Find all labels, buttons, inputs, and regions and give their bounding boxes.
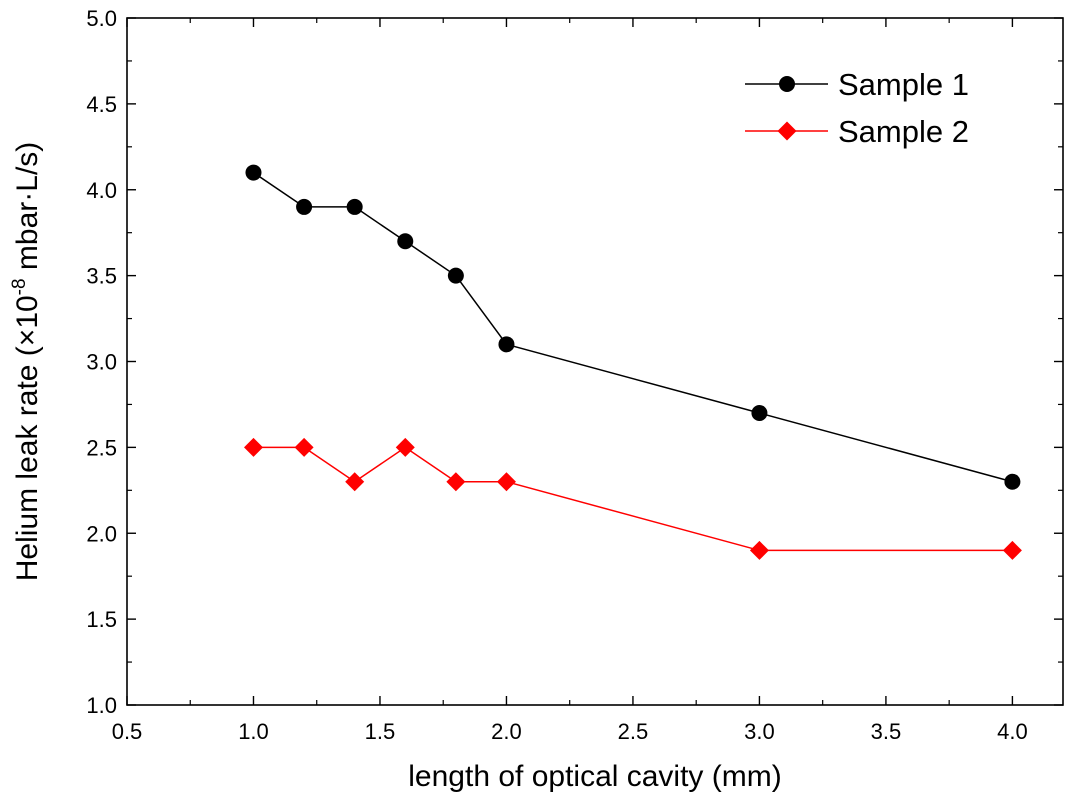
legend-marker bbox=[777, 121, 797, 141]
data-point bbox=[749, 540, 769, 560]
data-point bbox=[446, 472, 466, 492]
y-tick-label: 2.0 bbox=[86, 521, 117, 546]
x-tick-label: 1.5 bbox=[365, 719, 396, 744]
legend: Sample 1 Sample 2 bbox=[745, 67, 969, 149]
data-point bbox=[751, 405, 768, 422]
data-point bbox=[243, 437, 263, 457]
x-tick-label: 3.0 bbox=[744, 719, 775, 744]
data-point bbox=[447, 267, 464, 284]
y-axis-title: Helium leak rate (×10-8 mbar·L/s) bbox=[9, 142, 44, 582]
y-axis-title-tail: mbar·L/s) bbox=[11, 142, 44, 279]
y-tick-label: 4.0 bbox=[86, 178, 117, 203]
data-point bbox=[245, 164, 262, 181]
x-tick-label: 4.0 bbox=[997, 719, 1028, 744]
data-point bbox=[397, 233, 414, 250]
y-tick-label: 1.0 bbox=[86, 693, 117, 718]
series-line bbox=[253, 446, 1013, 552]
series-1 bbox=[245, 164, 1021, 490]
x-tick-label: 2.0 bbox=[491, 719, 522, 744]
legend-marker bbox=[779, 76, 795, 92]
x-tick-label: 1.0 bbox=[238, 719, 269, 744]
legend-item: Sample 1 bbox=[745, 67, 969, 102]
y-tick-label: 4.5 bbox=[86, 92, 117, 117]
data-point bbox=[1002, 540, 1022, 560]
data-point bbox=[395, 437, 415, 457]
data-point bbox=[345, 472, 365, 492]
y-tick-label: 3.0 bbox=[86, 350, 117, 375]
y-tick-label: 3.5 bbox=[86, 264, 117, 289]
y-axis-title-exponent: -8 bbox=[9, 278, 30, 295]
axes: 0.5 1.0 1.5 2.0 2.5 3.0 3.5 4.01.01.52.02.53.03… bbox=[86, 6, 1064, 744]
data-point bbox=[498, 336, 515, 353]
data-point bbox=[296, 198, 313, 215]
x-tick-label: 3.5 bbox=[871, 719, 902, 744]
y-tick-label: 1.5 bbox=[86, 607, 117, 632]
series-layer bbox=[243, 164, 1022, 560]
data-point bbox=[346, 198, 363, 215]
axis-titles: length of optical cavity (mm) Helium lea… bbox=[9, 142, 782, 793]
x-tick-label: 2.5 bbox=[618, 719, 649, 744]
legend-label: Sample 1 bbox=[838, 67, 969, 102]
data-point bbox=[1004, 473, 1021, 490]
y-tick-label: 2.5 bbox=[86, 435, 117, 460]
y-axis-title-main: Helium leak rate (×10 bbox=[11, 295, 44, 581]
legend-item: Sample 2 bbox=[745, 114, 969, 149]
y-tick-label: 5.0 bbox=[86, 6, 117, 31]
legend-label: Sample 2 bbox=[838, 114, 969, 149]
data-point bbox=[294, 437, 314, 457]
series-line bbox=[253, 171, 1013, 483]
series-2 bbox=[243, 437, 1022, 560]
x-tick-label: 0.5 bbox=[112, 719, 143, 744]
x-axis-title: length of optical cavity (mm) bbox=[408, 760, 781, 793]
data-point bbox=[496, 472, 516, 492]
